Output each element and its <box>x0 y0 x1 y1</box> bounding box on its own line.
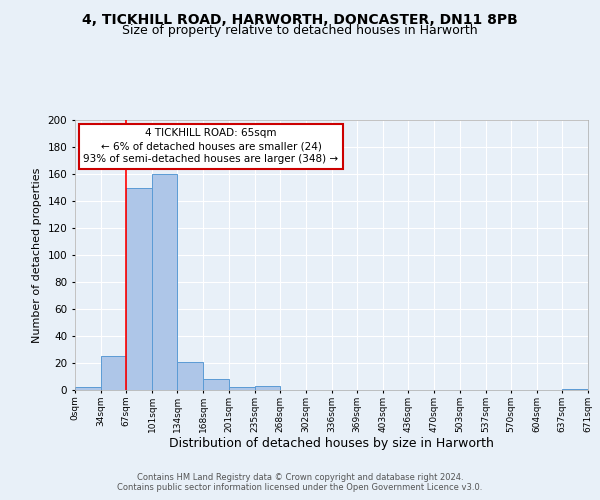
Text: 4, TICKHILL ROAD, HARWORTH, DONCASTER, DN11 8PB: 4, TICKHILL ROAD, HARWORTH, DONCASTER, D… <box>82 12 518 26</box>
Bar <box>178 362 203 390</box>
Bar <box>229 388 254 390</box>
Bar <box>254 386 280 390</box>
X-axis label: Distribution of detached houses by size in Harworth: Distribution of detached houses by size … <box>169 438 494 450</box>
Bar <box>75 388 101 390</box>
Bar <box>562 388 588 390</box>
Y-axis label: Number of detached properties: Number of detached properties <box>32 168 42 342</box>
Bar <box>152 174 178 390</box>
Bar <box>126 188 152 390</box>
Text: Contains HM Land Registry data © Crown copyright and database right 2024.: Contains HM Land Registry data © Crown c… <box>137 472 463 482</box>
Text: Contains public sector information licensed under the Open Government Licence v3: Contains public sector information licen… <box>118 484 482 492</box>
Bar <box>101 356 126 390</box>
Bar <box>203 379 229 390</box>
Text: 4 TICKHILL ROAD: 65sqm
← 6% of detached houses are smaller (24)
93% of semi-deta: 4 TICKHILL ROAD: 65sqm ← 6% of detached … <box>83 128 338 164</box>
Text: Size of property relative to detached houses in Harworth: Size of property relative to detached ho… <box>122 24 478 37</box>
